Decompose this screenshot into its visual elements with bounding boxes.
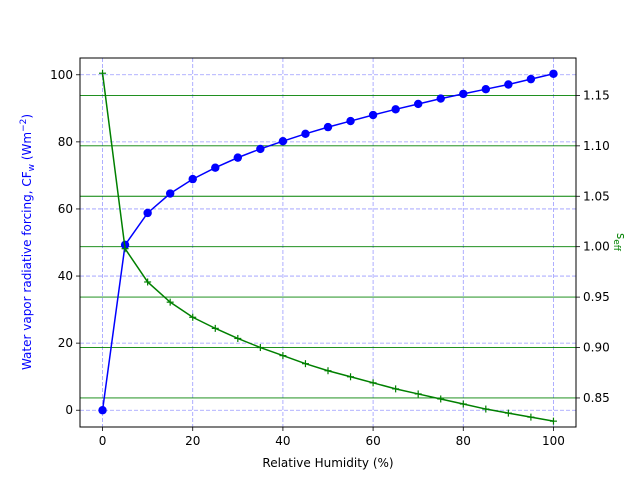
series-1-point — [165, 189, 175, 198]
series-layer — [98, 69, 558, 425]
series-2-point — [482, 405, 490, 413]
y2-tick-label: 1.15 — [583, 88, 610, 102]
series-1-point — [301, 129, 310, 139]
series-2-point — [99, 69, 107, 77]
y-axis-label-main: Water vapor radiative forcing, CF — [20, 171, 34, 370]
y2-tick-label: 1.00 — [583, 240, 610, 254]
series-1-point — [391, 105, 400, 114]
series-1-point — [233, 153, 243, 162]
y2-axis-label: seff — [611, 233, 628, 252]
series-1-point — [211, 163, 220, 172]
y-axis-label-unit-superscript: −2 — [19, 119, 29, 132]
y2-tick-label: 1.10 — [583, 139, 610, 153]
y-tick-label: 0 — [65, 403, 73, 417]
series-1-point — [323, 122, 333, 132]
series-2-point — [211, 324, 219, 332]
series-2-point — [121, 245, 129, 253]
series-2-point — [301, 360, 309, 368]
x-axis-label: Relative Humidity (%) — [262, 456, 393, 470]
plot-frame — [79, 57, 577, 428]
x-axis-ticks: 0 20 40 60 80 100 — [99, 427, 565, 448]
series-1-point — [436, 94, 445, 103]
series-1-point — [526, 74, 536, 84]
series-2-point — [549, 417, 557, 425]
series-1-point — [346, 116, 355, 126]
left-axis-grid — [80, 58, 576, 427]
series-2-point — [324, 367, 332, 375]
y2-axis-ticks: 0.85 0.90 0.95 1.00 1.05 1.10 1.15 — [576, 88, 610, 405]
series-2-point — [234, 334, 242, 342]
series-2-point — [527, 413, 535, 421]
series-1-point — [256, 144, 265, 154]
y-tick-label: 20 — [58, 336, 73, 350]
series-2-point — [392, 385, 400, 393]
right-axis-grid — [80, 94, 576, 399]
x-tick-label: 100 — [542, 434, 565, 448]
series-1-point — [481, 84, 491, 94]
y-tick-label: 100 — [50, 68, 73, 82]
series-2-point — [189, 313, 197, 321]
series-2-point — [437, 395, 445, 403]
series-2-point — [414, 390, 422, 398]
series-1-point — [278, 136, 288, 146]
series-2-point — [279, 352, 287, 360]
y-axis-label-subscript: w — [27, 164, 37, 171]
y-tick-label: 80 — [58, 135, 73, 149]
series-1-point — [504, 80, 513, 89]
series-2-point — [256, 344, 264, 352]
series-2-point — [459, 400, 467, 408]
y-axis-label: Water vapor radiative forcing, CFw (Wm−2… — [19, 114, 37, 370]
series-2-point — [144, 278, 152, 286]
series-1-point — [188, 174, 197, 184]
series-1-point — [413, 99, 423, 109]
x-tick-label: 40 — [275, 434, 290, 448]
y2-tick-label: 0.95 — [583, 290, 610, 304]
series-1-point — [143, 208, 152, 218]
y-tick-label: 60 — [58, 202, 73, 216]
x-tick-label: 60 — [365, 434, 380, 448]
series-1-point — [459, 89, 468, 99]
series-2-point — [504, 409, 512, 417]
y2-tick-label: 0.90 — [583, 341, 610, 355]
series-2-point — [347, 373, 355, 381]
y2-axis-label-subscript: eff — [611, 239, 621, 252]
series-1-point — [98, 406, 107, 415]
y-axis-label-unit-close: ) — [20, 114, 34, 119]
series-2-point — [369, 379, 377, 387]
x-tick-label: 80 — [456, 434, 471, 448]
x-tick-label: 0 — [99, 434, 107, 448]
y2-tick-label: 0.85 — [583, 391, 610, 405]
y-axis-ticks: 0 20 40 60 80 100 — [50, 68, 80, 417]
series-1-point — [368, 110, 378, 120]
series-2-point — [166, 298, 174, 306]
y2-tick-label: 1.05 — [583, 189, 610, 203]
series-1-point — [549, 69, 558, 78]
x-tick-label: 20 — [185, 434, 200, 448]
y-tick-label: 40 — [58, 269, 73, 283]
y2-axis-label-main: s — [614, 233, 628, 239]
y-axis-label-unit-open: (Wm — [20, 132, 34, 164]
